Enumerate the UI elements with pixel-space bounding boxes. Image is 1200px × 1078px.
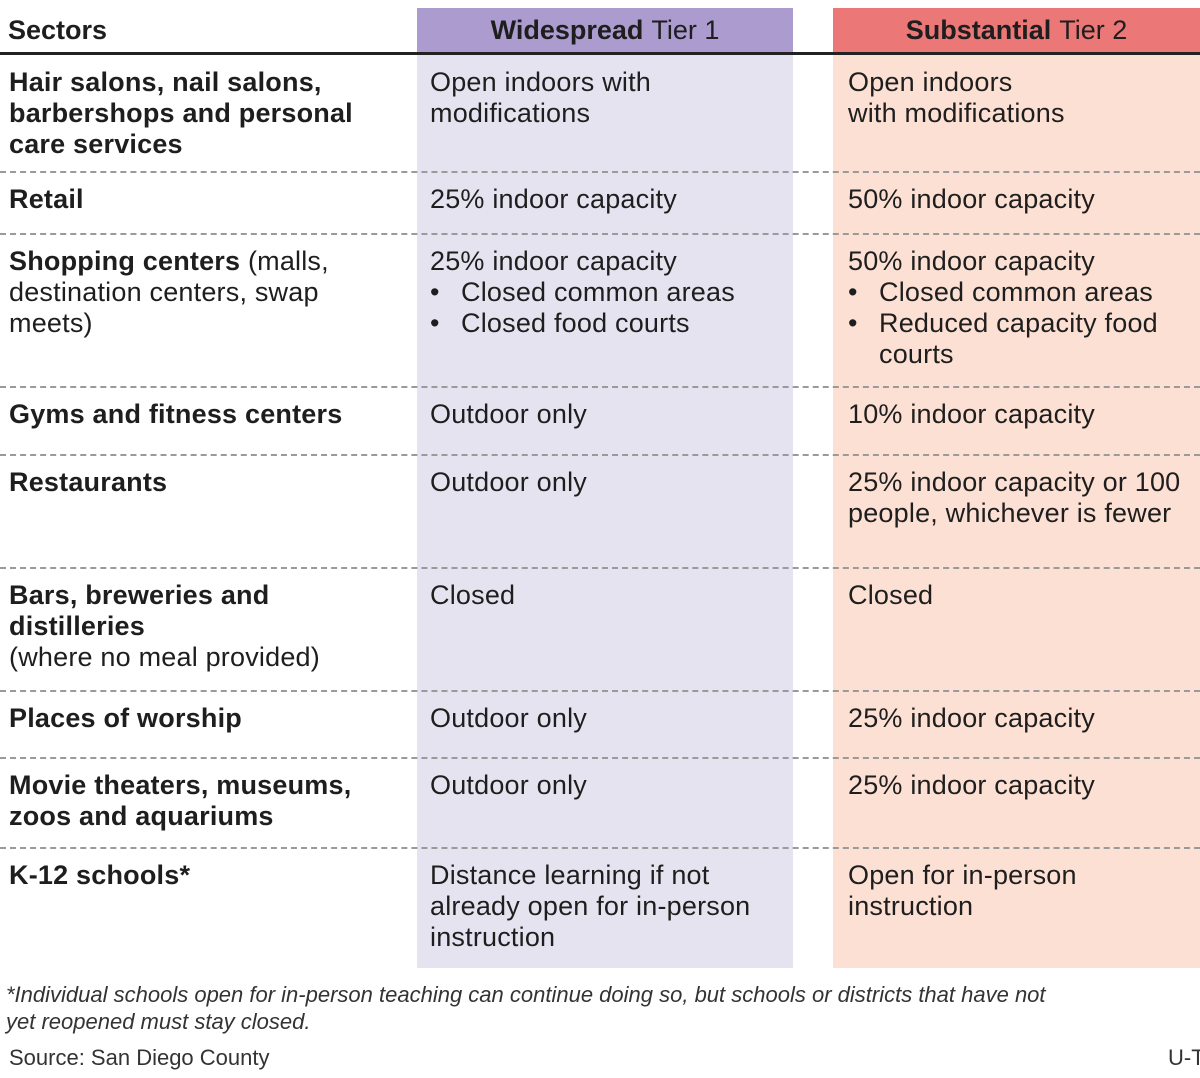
- tier1-column-background: [417, 8, 793, 968]
- tier2-cell: Closed: [848, 580, 934, 610]
- table-row: K-12 schools* Distance learning if not a…: [0, 848, 1200, 968]
- tier2-cell: 50% indoor capacity: [848, 184, 1095, 214]
- tier1-text: 25% indoor capacity: [430, 246, 677, 276]
- sector-cell: Bars, breweries and distilleries (where …: [9, 580, 409, 673]
- table-row: Restaurants Outdoor only 25% indoor capa…: [0, 455, 1200, 568]
- table-row: Movie theaters, museums, zoos and aquari…: [0, 758, 1200, 848]
- tier2-cell: Open for in-person instruction: [848, 860, 1077, 921]
- tier1-cell: Outdoor only: [430, 770, 587, 800]
- sector-cell: Movie theaters, museums, zoos and aquari…: [9, 770, 389, 832]
- sector-cell: Retail: [9, 184, 409, 215]
- sector-cell: Gyms and fitness centers: [9, 399, 409, 430]
- sector-cell: Places of worship: [9, 703, 409, 734]
- tier2-cell: 25% indoor capacity or 100 people, which…: [848, 467, 1181, 528]
- source-line: Source: San Diego County: [9, 1045, 270, 1070]
- table-row: Retail 25% indoor capacity 50% indoor ca…: [0, 172, 1200, 234]
- sector-note: (malls, destination centers, swap meets): [9, 246, 329, 338]
- row-divider: [0, 847, 1200, 849]
- tier1-header: Widespread Tier 1: [417, 8, 793, 53]
- tier2-text: 50% indoor capacity: [848, 246, 1095, 276]
- sector-name: Hair salons, nail salons, barbershops an…: [9, 67, 353, 159]
- sector-name: Places of worship: [9, 703, 242, 733]
- table-row: Shopping centers (malls, destination cen…: [0, 234, 1200, 387]
- sector-name: Shopping centers: [9, 246, 241, 276]
- row-divider: [0, 757, 1200, 759]
- tier2-cell: 25% indoor capacity: [848, 770, 1095, 800]
- tier2-header-rest: Tier 2: [1059, 15, 1128, 45]
- tier2-cell: 25% indoor capacity: [848, 703, 1095, 733]
- tier1-header-rest: Tier 1: [651, 15, 720, 45]
- sector-note: (where no meal provided): [9, 642, 320, 672]
- tier1-cell: Closed: [430, 580, 516, 610]
- row-divider: [0, 690, 1200, 692]
- sector-name: Gyms and fitness centers: [9, 399, 343, 429]
- bullet-item: Reduced capacity food courts: [848, 308, 1198, 370]
- sector-name: Movie theaters, museums, zoos and aquari…: [9, 770, 352, 831]
- row-divider: [0, 386, 1200, 388]
- tier1-cell: 25% indoor capacity Closed common areas …: [430, 246, 790, 339]
- sector-name: Retail: [9, 184, 84, 214]
- tier2-cell: 10% indoor capacity: [848, 399, 1095, 429]
- tier1-header-strong: Widespread: [490, 15, 644, 45]
- sector-cell: Hair salons, nail salons, barbershops an…: [9, 67, 409, 160]
- sector-name: K-12 schools*: [9, 860, 191, 890]
- tier2-cell: 50% indoor capacity Closed common areas …: [848, 246, 1198, 370]
- tier2-header-strong: Substantial: [905, 15, 1052, 45]
- bullet-item: Closed food courts: [430, 308, 790, 339]
- tier1-cell: Outdoor only: [430, 467, 587, 497]
- table-row: Gyms and fitness centers Outdoor only 10…: [0, 387, 1200, 455]
- row-divider: [0, 171, 1200, 173]
- tier1-cell: Outdoor only: [430, 703, 587, 733]
- footnote: *Individual schools open for in-person t…: [6, 982, 1046, 1034]
- sector-cell: K-12 schools*: [9, 860, 409, 891]
- sector-name: Restaurants: [9, 467, 168, 497]
- tier2-cell: Open indoors with modifications: [848, 67, 1065, 128]
- credit-label: U-T: [1168, 1045, 1200, 1070]
- tier1-cell: Open indoors with modifications: [430, 67, 652, 128]
- sector-cell: Shopping centers (malls, destination cen…: [9, 246, 409, 339]
- tier1-cell: 25% indoor capacity: [430, 184, 677, 214]
- bullet-item: Closed common areas: [848, 277, 1198, 308]
- row-divider: [0, 567, 1200, 569]
- sector-cell: Restaurants: [9, 467, 409, 498]
- tier2-column-background: [833, 8, 1200, 968]
- sector-name: Bars, breweries and distilleries: [9, 580, 270, 641]
- sectors-header: Sectors: [8, 15, 108, 45]
- tier2-header: Substantial Tier 2: [833, 8, 1200, 53]
- bullet-item: Closed common areas: [430, 277, 790, 308]
- table-row: Places of worship Outdoor only 25% indoo…: [0, 691, 1200, 758]
- table-row: Bars, breweries and distilleries (where …: [0, 568, 1200, 691]
- tier1-cell: Distance learning if not already open fo…: [430, 860, 751, 952]
- header-rule: [0, 52, 1200, 55]
- row-divider: [0, 454, 1200, 456]
- table-row: Hair salons, nail salons, barbershops an…: [0, 55, 1200, 172]
- tier1-cell: Outdoor only: [430, 399, 587, 429]
- row-divider: [0, 233, 1200, 235]
